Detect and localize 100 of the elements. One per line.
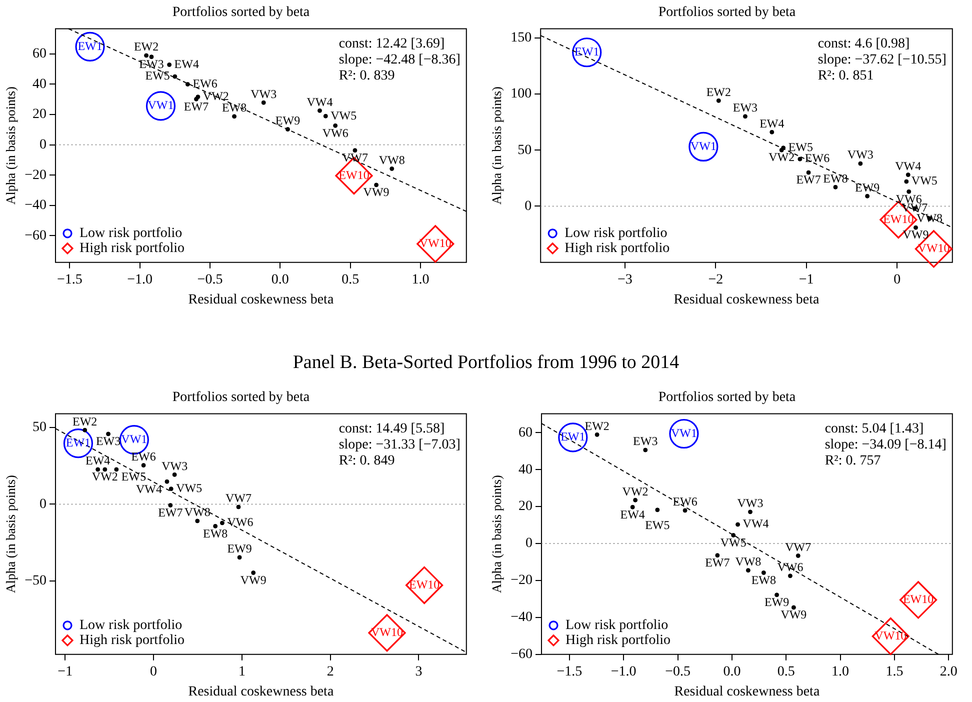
point bbox=[594, 432, 600, 437]
annotation: VW5 bbox=[176, 480, 202, 495]
x-tick-label: −1.0 bbox=[127, 272, 153, 288]
y-tick-label: 60 bbox=[32, 46, 46, 62]
point bbox=[746, 568, 750, 573]
annotation: EW3 bbox=[732, 100, 758, 115]
annotation: slope: −42.48 [−8.36] bbox=[338, 52, 460, 68]
y-tick-label: 0 bbox=[39, 496, 46, 512]
chart-title: Portfolios sorted by beta bbox=[658, 390, 796, 406]
annotation: VW5 bbox=[330, 108, 357, 122]
point bbox=[168, 486, 174, 492]
point bbox=[655, 508, 660, 512]
annotation: VW3 bbox=[250, 86, 277, 101]
legend-label: High risk portfolio bbox=[564, 241, 670, 256]
annotation: VW4 bbox=[306, 94, 333, 109]
annotation: slope: −34.09 [−8.14] bbox=[824, 437, 946, 452]
x-tick-label: 0 bbox=[150, 664, 158, 680]
point bbox=[232, 114, 237, 119]
annotation: EW4 bbox=[86, 454, 110, 468]
point bbox=[736, 522, 740, 527]
annotation: EW9 bbox=[227, 542, 252, 556]
annotation: EW2 bbox=[706, 84, 731, 99]
x-axis-title: Residual coskewness beta bbox=[188, 684, 334, 700]
annotation: const: 4.6 [0.98] bbox=[818, 36, 910, 52]
annotation: EW10 bbox=[902, 592, 934, 606]
x-tick-label: 0 bbox=[894, 272, 901, 288]
point bbox=[167, 62, 172, 67]
x-tick-label: −0.5 bbox=[197, 272, 223, 288]
point bbox=[774, 592, 780, 598]
x-tick-label: 1.0 bbox=[412, 272, 430, 288]
point bbox=[806, 170, 811, 175]
annotation: R²: 0. 839 bbox=[338, 68, 395, 84]
annotation: EW4 bbox=[760, 116, 784, 130]
x-axis-title: Residual coskewness beta bbox=[674, 292, 820, 308]
point bbox=[213, 524, 218, 528]
annotation: EW4 bbox=[620, 507, 645, 522]
annotation: VW1 bbox=[690, 138, 716, 153]
x-tick-label: 0.5 bbox=[342, 272, 360, 288]
annotation: VW2 bbox=[92, 470, 118, 484]
x-tick-label: −1 bbox=[798, 272, 814, 288]
annotation: EW1 bbox=[78, 38, 102, 53]
point bbox=[630, 504, 635, 510]
annotation: VW1 bbox=[121, 432, 148, 446]
point bbox=[236, 504, 241, 510]
y-tick-label: 50 bbox=[32, 420, 46, 435]
annotation: EW9 bbox=[764, 595, 790, 610]
chart-title: Portfolios sorted by beta bbox=[658, 5, 796, 20]
point bbox=[761, 570, 766, 575]
annotation: EW2 bbox=[584, 418, 610, 433]
point bbox=[185, 82, 190, 87]
point bbox=[96, 467, 100, 472]
x-tick-label: 1 bbox=[238, 664, 246, 680]
annotation: EW2 bbox=[72, 414, 98, 428]
annotation: EW7 bbox=[705, 556, 730, 570]
point bbox=[770, 130, 774, 134]
x-tick-label: −2 bbox=[708, 272, 724, 288]
x-tick-label: −1.5 bbox=[56, 272, 82, 288]
point bbox=[731, 532, 736, 538]
y-tick-label: 50 bbox=[518, 142, 532, 158]
point bbox=[796, 553, 800, 558]
point bbox=[791, 605, 796, 610]
legend-label: Low risk portfolio bbox=[565, 618, 668, 634]
x-tick-label: −1.5 bbox=[556, 664, 582, 680]
x-tick-label: −1.0 bbox=[610, 664, 636, 680]
point bbox=[798, 156, 802, 162]
x-tick-label: 0.0 bbox=[271, 272, 289, 288]
y-tick-label: 0 bbox=[39, 137, 46, 152]
x-tick-label: 1.5 bbox=[886, 664, 904, 680]
point bbox=[82, 428, 88, 432]
point bbox=[168, 503, 173, 508]
x-tick-label: 0.0 bbox=[723, 664, 741, 680]
point bbox=[141, 463, 146, 468]
annotation: R²: 0. 851 bbox=[818, 68, 874, 84]
annotation: const: 5.04 [1.43] bbox=[824, 421, 924, 436]
annotation: VW6 bbox=[322, 126, 348, 140]
annotation: EW5 bbox=[645, 518, 670, 532]
annotation: VW8 bbox=[735, 554, 762, 568]
point bbox=[144, 53, 149, 58]
annotation: VW5 bbox=[720, 535, 746, 550]
x-axis-title: Residual coskewness beta bbox=[674, 684, 820, 700]
point bbox=[906, 189, 912, 194]
y-tick-label: 60 bbox=[518, 425, 532, 440]
annotation: EW5 bbox=[121, 470, 146, 484]
x-tick-label: −1 bbox=[58, 664, 73, 680]
y-axis-title: Alpha (in basis points) bbox=[489, 86, 504, 205]
point bbox=[833, 184, 838, 190]
y-tick-label: 40 bbox=[518, 462, 532, 478]
chart-subtitle: Panel B. Beta-Sorted Portfolios from 1996 to 2014 bbox=[292, 352, 680, 374]
chart-title: Portfolios sorted by beta bbox=[172, 390, 310, 406]
point bbox=[261, 100, 266, 105]
annotation: EW5 bbox=[145, 68, 170, 83]
x-tick-label: 0.5 bbox=[777, 664, 795, 680]
point bbox=[164, 479, 170, 484]
annotation: EW10 bbox=[883, 212, 914, 226]
x-axis-title: Residual coskewness beta bbox=[188, 292, 334, 308]
annotation: EW8 bbox=[751, 572, 776, 587]
annotation: EW9 bbox=[275, 113, 300, 128]
legend-label: High risk portfolio bbox=[79, 633, 184, 648]
annotation: VW6 bbox=[227, 515, 254, 530]
y-tick-label: −40 bbox=[510, 610, 532, 626]
